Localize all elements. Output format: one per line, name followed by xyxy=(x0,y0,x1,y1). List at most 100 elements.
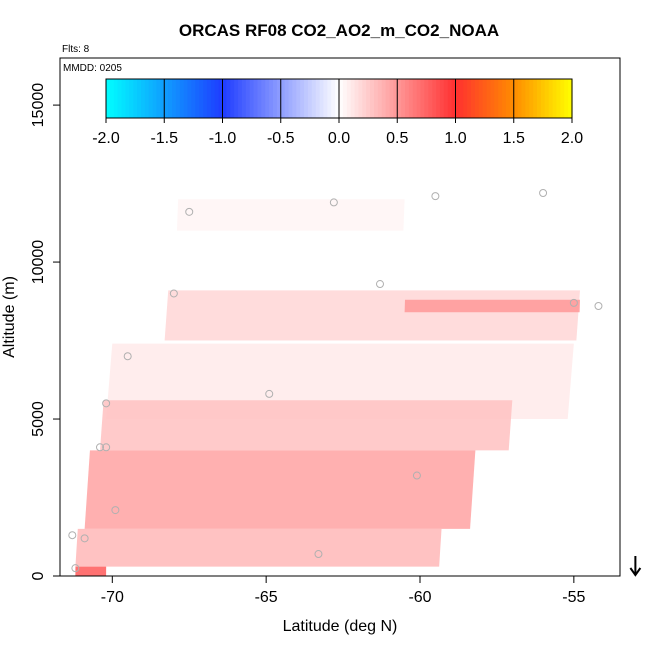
colorbar-swatch xyxy=(121,79,127,118)
sample-point xyxy=(96,443,104,452)
sample-point xyxy=(102,443,111,452)
x-tick-label: -60 xyxy=(408,589,431,606)
colorbar-swatch xyxy=(397,79,402,118)
colorbar-tick-label: 0.5 xyxy=(386,130,408,147)
colorbar-swatch xyxy=(529,79,534,118)
colorbar-swatch xyxy=(370,79,375,118)
colorbar: -2.0 -1.5 -1.0 -0.5 0.0 0.5 1.0 1.5 2.0 xyxy=(92,78,583,147)
colorbar-swatch xyxy=(443,79,449,118)
colorbar-swatch xyxy=(218,79,224,118)
colorbar-swatch xyxy=(428,79,433,118)
colorbar-swatch xyxy=(381,79,387,118)
colorbar-swatch xyxy=(373,79,379,118)
colorbar-swatch xyxy=(311,79,317,118)
colorbar-swatch xyxy=(179,79,185,118)
colorbar-swatch xyxy=(245,79,251,118)
colorbar-swatch xyxy=(238,79,243,118)
colorbar-swatch xyxy=(265,79,270,118)
curtain-layer-4 xyxy=(100,400,513,451)
colorbar-swatch xyxy=(276,79,282,118)
colorbar-swatch xyxy=(548,79,554,118)
colorbar-swatch xyxy=(280,79,286,118)
colorbar-swatch xyxy=(257,79,262,118)
colorbar-swatch xyxy=(300,79,305,118)
colorbar-swatch xyxy=(436,79,441,118)
colorbar-swatch xyxy=(416,79,422,118)
y-axis-label: Altitude (m) xyxy=(1,276,18,358)
sample-point xyxy=(431,192,440,201)
colorbar-swatch xyxy=(304,79,309,118)
colorbar-swatch xyxy=(502,79,507,118)
colorbar-swatch xyxy=(175,79,181,118)
colorbar-swatch xyxy=(354,79,360,118)
sample-point xyxy=(71,564,80,573)
colorbar-swatch xyxy=(307,79,313,118)
colorbar-swatch xyxy=(327,79,332,118)
x-tick-label: -55 xyxy=(562,589,585,606)
colorbar-swatch xyxy=(148,79,154,118)
colorbar-swatch xyxy=(401,79,406,118)
colorbar-swatch xyxy=(447,79,453,118)
curtain-layer-0 xyxy=(176,199,405,231)
colorbar-swatch xyxy=(517,79,523,118)
colorbar-swatch xyxy=(346,79,352,118)
sample-point xyxy=(80,534,89,543)
colorbar-swatch xyxy=(241,79,247,118)
sample-point xyxy=(376,280,384,289)
colorbar-swatch xyxy=(106,79,111,118)
colorbar-swatch xyxy=(172,79,177,118)
x-tick-label: -65 xyxy=(255,589,278,606)
y-tick-label: 15000 xyxy=(30,83,47,128)
sample-point xyxy=(111,506,120,515)
colorbar-swatch xyxy=(405,79,410,118)
colorbar-swatch xyxy=(125,79,130,118)
colorbar-swatch xyxy=(478,79,484,118)
sample-point xyxy=(412,471,421,480)
colorbar-swatch xyxy=(439,79,445,118)
sample-point xyxy=(329,198,338,207)
colorbar-tick-label: 0.0 xyxy=(328,130,350,147)
colorbar-swatch xyxy=(389,79,394,118)
colorbar-swatch xyxy=(556,79,561,118)
colorbar-tick-label: -1.0 xyxy=(209,130,237,147)
colorbar-swatch xyxy=(137,79,142,118)
colorbar-swatch xyxy=(505,79,511,118)
y-tick-label: 10000 xyxy=(30,240,47,285)
colorbar-swatch xyxy=(451,79,457,118)
curtain-layer-7 xyxy=(75,566,107,576)
colorbar-tick-label: 2.0 xyxy=(561,130,583,147)
colorbar-swatch xyxy=(160,79,165,118)
colorbar-swatch xyxy=(560,79,565,118)
colorbar-swatch xyxy=(494,79,499,118)
colorbar-swatch xyxy=(540,79,546,118)
chart-title: ORCAS RF08 CO2_AO2_m_CO2_NOAA xyxy=(179,21,499,40)
colorbar-swatch xyxy=(206,79,212,118)
colorbar-tick-label: -0.5 xyxy=(267,130,295,147)
sample-point xyxy=(169,289,178,298)
sample-point xyxy=(102,399,111,408)
colorbar-swatch xyxy=(168,79,173,118)
colorbar-swatch xyxy=(133,79,138,118)
colorbar-swatch xyxy=(467,79,472,118)
date-note: MMDD: 0205 xyxy=(63,63,122,74)
colorbar-swatch xyxy=(156,79,161,118)
sample-point xyxy=(314,550,323,559)
sample-point xyxy=(594,302,603,311)
colorbar-swatch xyxy=(339,79,344,118)
colorbar-swatch xyxy=(552,79,558,118)
colorbar-swatch xyxy=(420,79,426,118)
sample-point xyxy=(569,298,578,307)
colorbar-swatch xyxy=(486,79,492,118)
colorbar-swatch xyxy=(537,79,542,118)
colorbar-swatch xyxy=(234,79,239,118)
colorbar-swatch xyxy=(335,79,340,118)
colorbar-swatch xyxy=(222,79,227,118)
colorbar-swatch xyxy=(385,79,391,118)
colorbar-swatch xyxy=(350,79,356,118)
colorbar-tick-label: -2.0 xyxy=(92,130,120,147)
curtain-layer-2 xyxy=(404,299,580,313)
y-tick-label: 0 xyxy=(30,571,47,580)
colorbar-swatch xyxy=(521,79,526,118)
colorbar-swatch xyxy=(109,79,115,118)
colorbar-swatch xyxy=(129,79,134,118)
